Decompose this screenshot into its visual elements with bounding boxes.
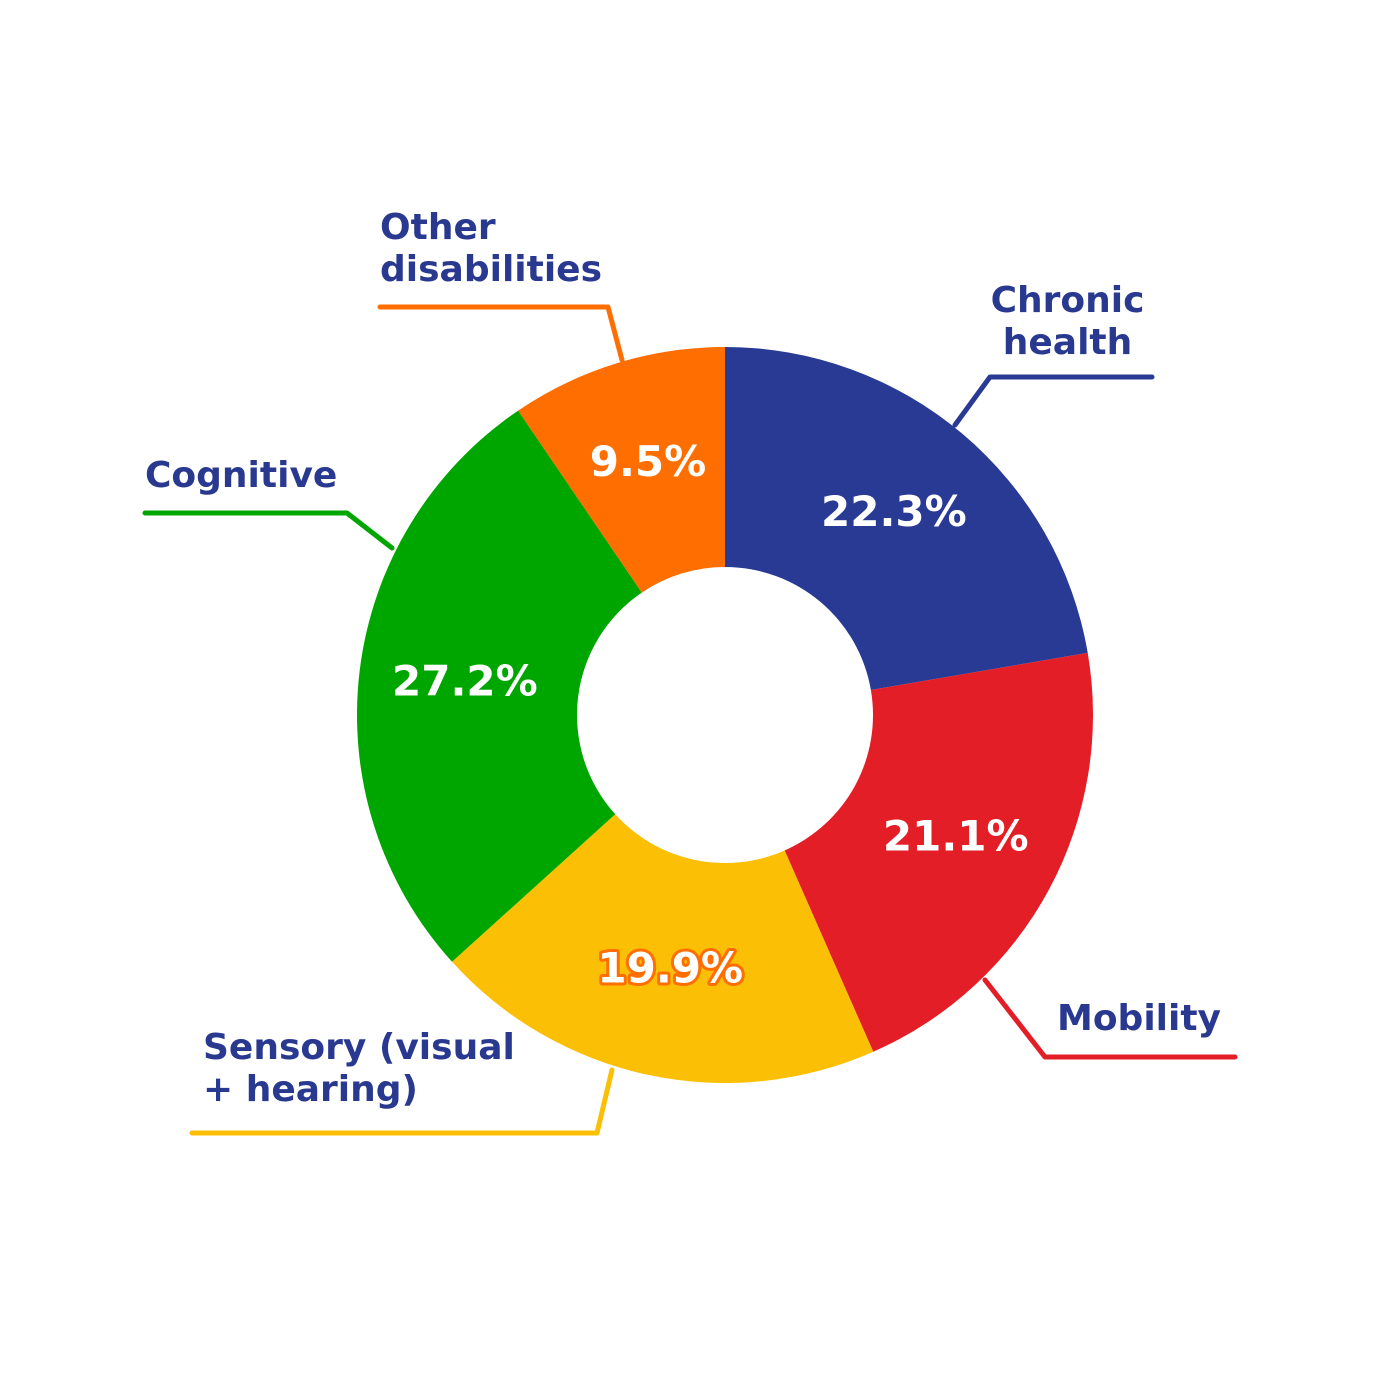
category-label: Sensory (visual + hearing): [203, 1027, 515, 1110]
slice: [784, 652, 1093, 1052]
leader-line: [189, 1067, 615, 1136]
leader-line: [982, 977, 1238, 1060]
category-label: Chronic health: [990, 280, 1145, 363]
leader-line: [377, 304, 625, 363]
category-label: Mobility: [1057, 998, 1222, 1039]
value-label: 21.1%: [883, 812, 1029, 861]
category-label: Other disabilities: [380, 207, 603, 290]
value-label: 27.2%: [392, 656, 538, 705]
slice: [518, 347, 725, 593]
slice: [452, 814, 874, 1083]
value-label: 9.5%: [590, 437, 706, 486]
slice: [725, 347, 1088, 691]
category-label: Cognitive: [145, 455, 338, 496]
leader-line: [142, 510, 395, 551]
value-label: 22.3%: [821, 487, 967, 536]
leader-line: [952, 374, 1155, 428]
slice: [356, 410, 642, 962]
value-label: 19.9%: [597, 944, 743, 993]
